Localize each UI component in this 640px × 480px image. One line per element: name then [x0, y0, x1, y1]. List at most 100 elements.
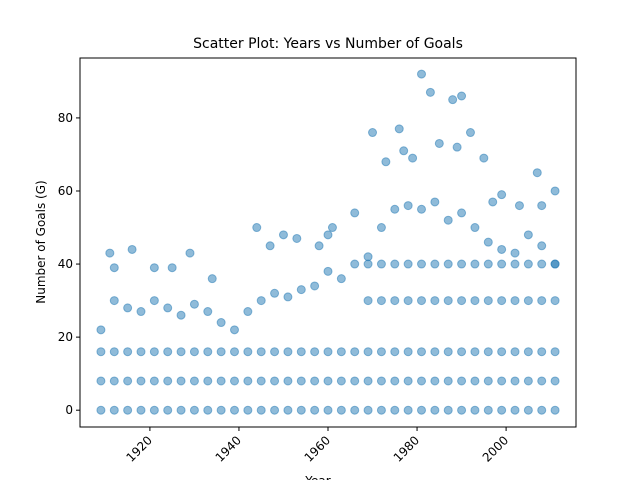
point — [523, 259, 533, 269]
point — [523, 347, 533, 357]
point — [283, 405, 293, 415]
point — [350, 405, 360, 415]
point — [483, 237, 493, 247]
point — [123, 405, 133, 415]
point — [443, 259, 453, 269]
point — [510, 296, 520, 306]
point — [470, 405, 480, 415]
point — [430, 197, 440, 207]
point — [270, 288, 280, 298]
point — [483, 405, 493, 415]
point — [497, 259, 507, 269]
point — [408, 153, 418, 163]
point — [123, 347, 133, 357]
point — [350, 259, 360, 269]
point — [537, 347, 547, 357]
point — [256, 376, 266, 386]
point — [109, 296, 119, 306]
point — [510, 347, 520, 357]
point — [390, 204, 400, 214]
point — [376, 296, 386, 306]
point — [296, 376, 306, 386]
point — [465, 128, 475, 138]
point — [390, 376, 400, 386]
point — [403, 259, 413, 269]
point — [510, 259, 520, 269]
point — [390, 405, 400, 415]
point — [283, 376, 293, 386]
point — [430, 296, 440, 306]
point — [452, 142, 462, 152]
point — [381, 157, 391, 167]
point — [189, 376, 199, 386]
point — [537, 296, 547, 306]
point — [229, 325, 239, 335]
point — [376, 223, 386, 233]
point — [96, 405, 106, 415]
point — [167, 263, 177, 273]
point — [550, 405, 560, 415]
point — [229, 405, 239, 415]
y-axis-label: Number of Goals (G) — [34, 180, 48, 303]
points — [96, 69, 560, 415]
axes-frame — [79, 57, 577, 428]
point — [510, 248, 520, 258]
point — [523, 296, 533, 306]
point — [350, 347, 360, 357]
point — [376, 347, 386, 357]
point — [417, 204, 427, 214]
point — [443, 296, 453, 306]
point — [376, 259, 386, 269]
point — [296, 405, 306, 415]
point — [323, 405, 333, 415]
point — [403, 405, 413, 415]
point — [109, 376, 119, 386]
point — [216, 318, 226, 328]
y-tick-label: 60 — [58, 184, 73, 198]
point — [443, 405, 453, 415]
x-tick-label: 1960 — [302, 433, 333, 464]
point — [283, 347, 293, 357]
point — [497, 296, 507, 306]
point — [163, 405, 173, 415]
point — [523, 376, 533, 386]
point — [390, 347, 400, 357]
point — [470, 223, 480, 233]
point — [537, 241, 547, 251]
point — [430, 259, 440, 269]
point — [243, 347, 253, 357]
point — [256, 296, 266, 306]
point — [417, 296, 427, 306]
point — [532, 168, 542, 178]
point — [176, 405, 186, 415]
point — [207, 274, 217, 284]
point — [523, 405, 533, 415]
point — [457, 259, 467, 269]
point — [417, 69, 427, 79]
point — [123, 376, 133, 386]
point — [310, 347, 320, 357]
point — [323, 266, 333, 276]
point — [105, 248, 115, 258]
point — [430, 405, 440, 415]
point — [390, 296, 400, 306]
point — [278, 230, 288, 240]
point — [483, 347, 493, 357]
point — [256, 405, 266, 415]
point — [523, 230, 533, 240]
point — [425, 87, 435, 97]
point — [403, 347, 413, 357]
point — [229, 347, 239, 357]
point — [537, 201, 547, 211]
point — [323, 376, 333, 386]
point — [203, 376, 213, 386]
point — [176, 347, 186, 357]
y-tick-label: 0 — [65, 403, 73, 417]
point — [189, 405, 199, 415]
point — [457, 208, 467, 218]
point — [323, 347, 333, 357]
point — [252, 223, 262, 233]
point — [470, 259, 480, 269]
point — [149, 376, 159, 386]
